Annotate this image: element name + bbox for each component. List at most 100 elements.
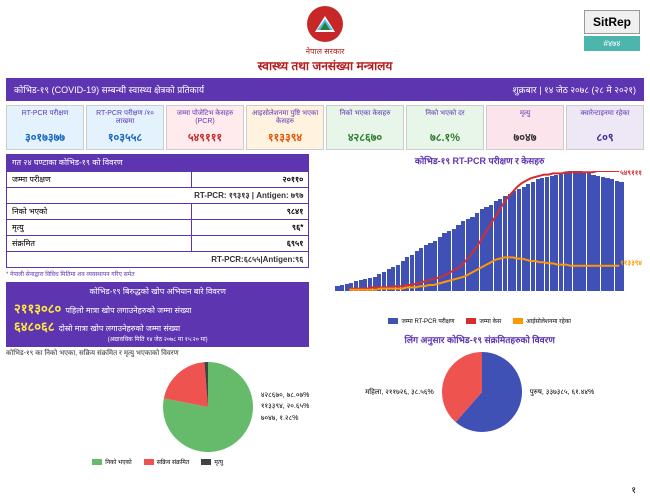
- metric-card: RT-PCR परीक्षण३०१७३७७: [6, 105, 84, 150]
- metric-card: क्वारेन्टाइनमा रहेका८०९: [566, 105, 644, 150]
- chart-bar: [368, 278, 372, 291]
- chart-bar: [591, 175, 595, 291]
- metric-card: निको भएको दर ७८.१%: [406, 105, 484, 150]
- chart-max-label: ५४९१११: [620, 169, 642, 178]
- chart-bar: [512, 191, 516, 291]
- chart-bar: [438, 237, 442, 291]
- chart-bar: [494, 201, 498, 291]
- metric-label: निको भएका केसहरु: [329, 110, 401, 128]
- chart-bar: [531, 182, 535, 291]
- chart-bar: [508, 194, 512, 291]
- legend-item: आईसोलेशनमा रहेका: [513, 317, 571, 325]
- metric-card: मृत्यु७०४७: [486, 105, 564, 150]
- chart-bar: [428, 243, 432, 291]
- vax-second-text: दोस्रो मात्रा खोप लगाउनेहरुको जम्मा संख्…: [59, 323, 181, 334]
- metric-label: आइसोलेशनमा पुष्टि भएका केसहरु: [249, 110, 321, 128]
- pie-slice-label: ४२८६७०, ७८.०७%: [261, 390, 309, 401]
- chart-bar: [377, 274, 381, 291]
- metric-value: ११३३९४: [268, 132, 302, 144]
- chart-bar: [526, 184, 530, 291]
- chart-bar: [564, 172, 568, 291]
- last24-note: * नेपाली सेनाद्वारा विविध मितिमा शव व्यव…: [6, 268, 309, 280]
- chart-bar: [340, 285, 344, 291]
- chart-bar: [503, 196, 507, 291]
- chart-bar: [433, 241, 437, 291]
- metric-card: निको भएका केसहरु४२८६७०: [326, 105, 404, 150]
- line-chart: ५४९१११ ११३३९४: [315, 171, 644, 311]
- stat-value: ९८४१: [191, 204, 309, 220]
- chart-bar: [373, 277, 377, 291]
- report-header: नेपाल सरकार स्वास्थ्य तथा जनसंख्या मन्त्…: [0, 0, 650, 76]
- chart-bar: [559, 173, 563, 291]
- chart-bar: [363, 279, 367, 291]
- metric-label: जम्मा पोजेटिभ केसहरु (PCR): [169, 110, 241, 128]
- chart-bar: [354, 281, 358, 291]
- chart-bar: [447, 231, 451, 291]
- pie2-section: महिला, २११७२६, ३८.५६% पुरुष, ३३७३८५, ६१.…: [315, 352, 644, 432]
- chart-bar: [466, 219, 470, 291]
- vax-title: कोभिड-१९ बिरुद्धको खोप अभियान बारे विवरण: [14, 286, 301, 297]
- chart-bar: [391, 267, 395, 291]
- chart-bar: [596, 176, 600, 291]
- legend-item: मृत्यु: [201, 458, 223, 466]
- legend-item: जम्मा केस: [466, 317, 501, 325]
- metric-value: ८०९: [596, 132, 613, 144]
- legend-item: निको भएको: [92, 458, 131, 466]
- stat-key: संक्रमित: [7, 236, 192, 252]
- chart-legend: जम्मा RT-PCR परीक्षणजम्मा केसआईसोलेशनमा …: [315, 317, 644, 325]
- metric-card: RT-PCR परीक्षण /१० लाखमा१०३५५८: [86, 105, 164, 150]
- chart-bar: [424, 245, 428, 291]
- chart-bar: [335, 286, 339, 291]
- chart-bar: [480, 209, 484, 291]
- metric-label: RT-PCR परीक्षण /१० लाखमा: [89, 110, 161, 128]
- chart-bar: [456, 225, 460, 291]
- vax-second-num: ६४८०६८: [14, 317, 55, 335]
- chart-bar: [345, 284, 349, 291]
- sitrep-badge: SitRep #४७४: [584, 10, 640, 51]
- chart-bar: [545, 177, 549, 291]
- pie2-male-label: पुरुष, ३३७३८५, ६१.४४%: [530, 388, 595, 397]
- stat-sub: RT-PCR: १९३१३ | Antigen: ७९७: [7, 188, 309, 204]
- stat-key: मृत्यु: [7, 220, 192, 236]
- metrics-row: RT-PCR परीक्षण३०१७३७७RT-PCR परीक्षण /१० …: [0, 105, 650, 150]
- pie-slice-label: ११३३९४, २०.६५%: [261, 401, 309, 412]
- metric-label: RT-PCR परीक्षण: [9, 110, 81, 128]
- chart-bar: [349, 283, 353, 291]
- stat-key: जम्मा परीक्षण: [7, 172, 192, 188]
- metric-value: ५४९१११: [188, 132, 222, 144]
- pie1-labels: ४२८६७०, ७८.०७%११३३९४, २०.६५%७०४७, १.२८%: [261, 390, 309, 424]
- legend-item: सक्रिय संक्रमित: [144, 458, 190, 466]
- chart-bar: [577, 171, 581, 291]
- metric-value: ७८.१%: [430, 132, 460, 144]
- pie2-female-label: महिला, २११७२६, ३८.५६%: [365, 388, 434, 397]
- metric-label: निको भएको दर: [409, 110, 481, 128]
- chart-bar: [554, 175, 558, 291]
- stat-key: निको भएको: [7, 204, 192, 220]
- chart-bar: [470, 217, 474, 291]
- nepal-emblem: [305, 4, 345, 44]
- stat-sub: RT-PCR:६८५५|Antigen:९६: [7, 252, 309, 268]
- pie2-title: लिंग अनुसार कोभिड-१९ संक्रमितहरुको विवरण: [315, 333, 644, 346]
- chart-bar: [396, 265, 400, 291]
- stat-value: ९६*: [191, 220, 309, 236]
- chart-bar: [540, 178, 544, 291]
- chart-bar: [619, 182, 623, 291]
- vax-date: (अद्यावधिक मिति १४ जेठ २०७८ मा १५:२० मा): [14, 335, 301, 343]
- chart-bar: [452, 229, 456, 291]
- chart-bar: [475, 213, 479, 291]
- chart-bar: [382, 272, 386, 291]
- metric-card: आइसोलेशनमा पुष्टि भएका केसहरु ११३३९४: [246, 105, 324, 150]
- last24-title: गत २४ घण्टाका कोभिड-१९ को विवरण: [6, 154, 309, 171]
- chart-bar: [405, 257, 409, 291]
- chart-bar: [568, 171, 572, 291]
- vax-first-num: २११३०८०: [14, 299, 61, 317]
- chart-bar: [550, 176, 554, 291]
- metric-card: जम्मा पोजेटिभ केसहरु (PCR) ५४९१११: [166, 105, 244, 150]
- chart-bar: [610, 179, 614, 291]
- metric-value: ७०४७: [514, 132, 537, 144]
- chart-bar: [410, 255, 414, 291]
- chart-bar: [601, 177, 605, 291]
- government-name: नेपाल सरकार: [0, 46, 650, 57]
- chart-bar: [517, 189, 521, 291]
- stat-value: ६९५१: [191, 236, 309, 252]
